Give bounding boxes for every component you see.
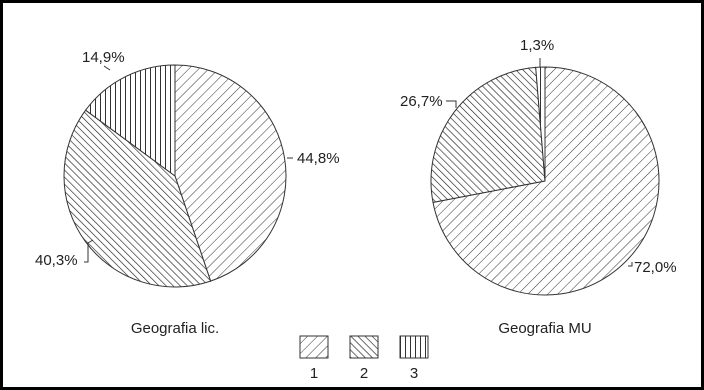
data-label: 44,8% [297,150,340,167]
leader-line [103,65,111,71]
legend-label-2: 2 [360,365,368,382]
legend-swatch-2 [349,335,379,359]
pie-geografia-lic: 44,8% 40,3% 14,9% [35,49,340,288]
pie-slice-3 [84,64,176,177]
pie-slice-3 [535,66,546,182]
data-label: 1,3% [520,37,554,54]
chart-title-geografia-mu: Geografia MU [498,320,591,337]
data-label: 40,3% [35,252,78,269]
legend-label-3: 3 [410,365,418,382]
data-label: 26,7% [400,93,443,110]
legend: 1 2 3 [299,335,429,382]
legend-swatch-1 [299,335,329,359]
data-label: 72,0% [634,259,677,276]
data-label: 14,9% [82,49,125,66]
legend-swatch-3 [399,335,429,359]
leader-line [446,100,457,108]
pie-slice-2 [430,66,546,203]
pie-slice-1 [174,64,287,282]
legend-label-1: 1 [310,365,318,382]
pie-geografia-mu: 72,0% 26,7% 1,3% [400,37,677,296]
pie-slice-2 [63,109,212,288]
leader-line [84,239,94,263]
leader-line [628,262,633,267]
pie-slice-1 [432,66,660,296]
chart-title-geografia-lic: Geografia lic. [131,320,219,337]
